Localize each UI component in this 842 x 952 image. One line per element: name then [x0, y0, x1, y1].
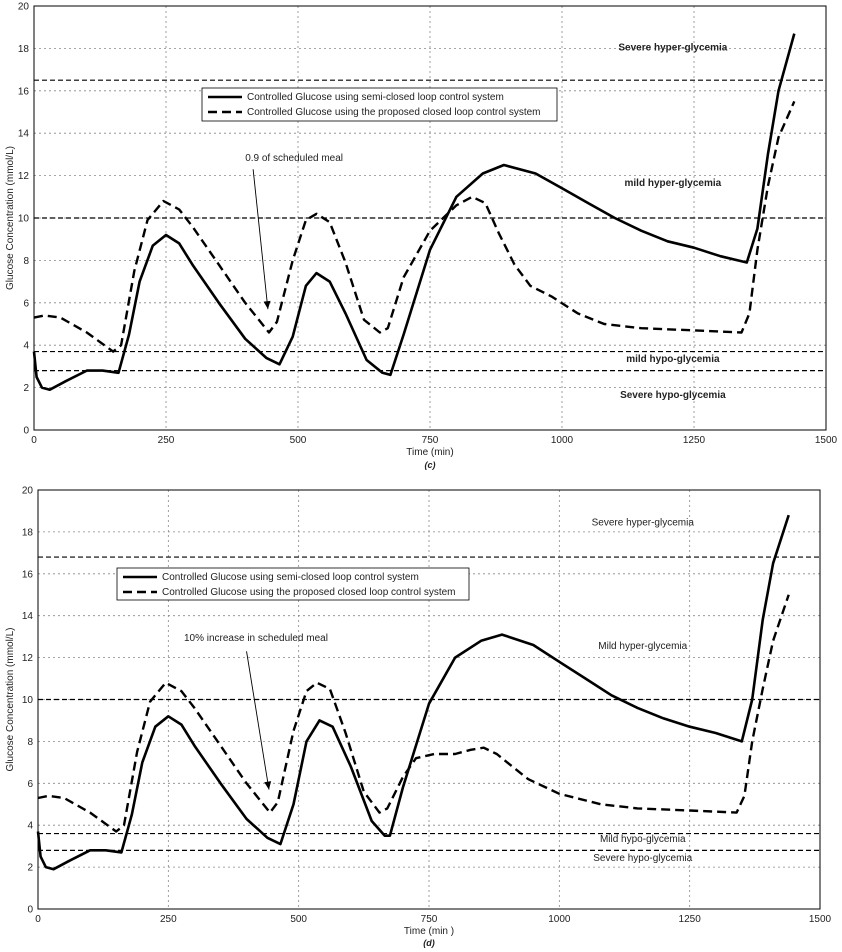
x-tick-label: 500 — [290, 435, 307, 446]
series-line-semi-closed — [32, 33, 796, 392]
series-line-proposed — [37, 594, 790, 833]
legend: Controlled Glucose using semi-closed loo… — [116, 567, 470, 601]
y-tick-label: 0 — [23, 426, 29, 437]
x-tick-label: 0 — [35, 914, 41, 925]
annotation-arrow-head — [263, 300, 271, 310]
y-tick-label: 6 — [23, 298, 29, 309]
series-layer — [32, 33, 796, 392]
y-tick-label: 14 — [22, 611, 34, 622]
y-axis-label: Glucose Concentration (mmol/L) — [5, 146, 16, 290]
y-tick-label: 20 — [22, 486, 34, 497]
plot-area-frame — [37, 489, 821, 910]
legend-entry-proposed: Controlled Glucose using the proposed cl… — [247, 107, 541, 118]
legend-entry-semi-closed: Controlled Glucose using semi-closed loo… — [162, 572, 419, 583]
legend-box — [116, 567, 470, 601]
chart-c: 0 250 500 750 1000 1250 1500 0 2 4 6 8 10 12 14 16 18 20… — [5, 2, 838, 471]
y-tick-label: 8 — [27, 737, 33, 748]
zone-label: Severe hyper-glycemia — [592, 518, 695, 529]
x-tick-label: 500 — [290, 914, 307, 925]
threshold-layer — [34, 79, 826, 372]
y-tick-label: 2 — [27, 863, 33, 874]
x-tick-label: 1250 — [679, 914, 702, 925]
y-tick-label: 16 — [18, 86, 30, 97]
zone-label: mild hypo-glycemia — [626, 354, 720, 365]
annotation-arrow-line — [252, 169, 269, 310]
y-axis-label: Glucose Concentration (mmol/L) — [5, 628, 16, 772]
x-axis-label: Time (min) — [406, 447, 453, 458]
y-tick-label: 18 — [22, 527, 34, 538]
x-axis-label: Time (min ) — [404, 926, 454, 937]
y-tick-label: 10 — [18, 214, 30, 225]
legend: Controlled Glucose using semi-closed loo… — [201, 87, 558, 122]
zone-label: Severe hypo-glycemia — [620, 390, 726, 401]
x-tick-label: 250 — [158, 435, 175, 446]
meal-annotation: 0.9 of scheduled meal — [245, 153, 343, 310]
panel-caption: (d) — [423, 938, 435, 948]
y-tick-labels: 0 2 4 6 8 10 12 14 16 18 20 — [22, 486, 34, 916]
y-tick-label: 20 — [18, 2, 30, 13]
annotation-text: 0.9 of scheduled meal — [245, 153, 343, 164]
grid-layer — [34, 6, 826, 430]
annotation-arrow-head — [264, 781, 272, 790]
y-tick-label: 16 — [22, 569, 34, 580]
y-tick-label: 12 — [18, 171, 30, 182]
x-tick-labels: 0 250 500 750 1000 1250 1500 — [35, 914, 831, 925]
legend-entry-semi-closed: Controlled Glucose using semi-closed loo… — [247, 92, 504, 103]
y-tick-label: 4 — [23, 341, 29, 352]
y-tick-label: 8 — [23, 256, 29, 267]
x-tick-label: 750 — [422, 435, 439, 446]
plot-area-frame — [33, 5, 827, 431]
panel-caption: (c) — [425, 460, 436, 470]
annotation-arrow-line — [246, 651, 270, 790]
x-tick-label: 1500 — [815, 435, 838, 446]
y-tick-label: 6 — [27, 779, 33, 790]
x-tick-label: 1000 — [548, 914, 571, 925]
threshold-layer — [38, 556, 820, 851]
x-tick-labels: 0 250 500 750 1000 1250 1500 — [31, 435, 837, 446]
x-tick-label: 1000 — [551, 435, 574, 446]
x-tick-label: 1250 — [683, 435, 706, 446]
zone-label: mild hyper-glycemia — [625, 178, 722, 189]
annotation-text: 10% increase in scheduled meal — [184, 633, 328, 644]
y-tick-label: 4 — [27, 821, 33, 832]
y-tick-label: 12 — [22, 653, 34, 664]
zone-label: Mild hyper-glycemia — [598, 641, 687, 652]
zone-label: Severe hypo-glycemia — [593, 853, 692, 864]
y-tick-label: 0 — [27, 905, 33, 916]
y-tick-label: 14 — [18, 129, 30, 140]
series-line-proposed — [33, 100, 796, 353]
chart-d: 0 250 500 750 1000 1250 1500 0 2 4 6 8 10 12 14 16 18 20… — [5, 486, 832, 949]
y-tick-label: 18 — [18, 44, 30, 55]
meal-annotation: 10% increase in scheduled meal — [184, 633, 328, 790]
x-tick-label: 750 — [421, 914, 438, 925]
series-line-semi-closed — [36, 514, 790, 871]
y-tick-label: 2 — [23, 383, 29, 394]
zone-label-layer: Severe hyper-glycemia Mild hyper-glycemia… — [592, 518, 695, 864]
zone-label: Mild hypo-glycemia — [600, 834, 686, 845]
x-tick-label: 1500 — [809, 914, 832, 925]
zone-label-layer: Severe hyper-glycemia mild hyper-glycemia… — [618, 43, 727, 402]
x-tick-label: 0 — [31, 435, 37, 446]
legend-entry-proposed: Controlled Glucose using the proposed cl… — [162, 587, 456, 598]
zone-label: Severe hyper-glycemia — [618, 43, 727, 54]
y-tick-labels: 0 2 4 6 8 10 12 14 16 18 20 — [18, 2, 30, 437]
series-layer — [36, 514, 790, 871]
x-tick-label: 250 — [160, 914, 177, 925]
y-tick-label: 10 — [22, 695, 34, 706]
legend-box — [201, 87, 558, 122]
